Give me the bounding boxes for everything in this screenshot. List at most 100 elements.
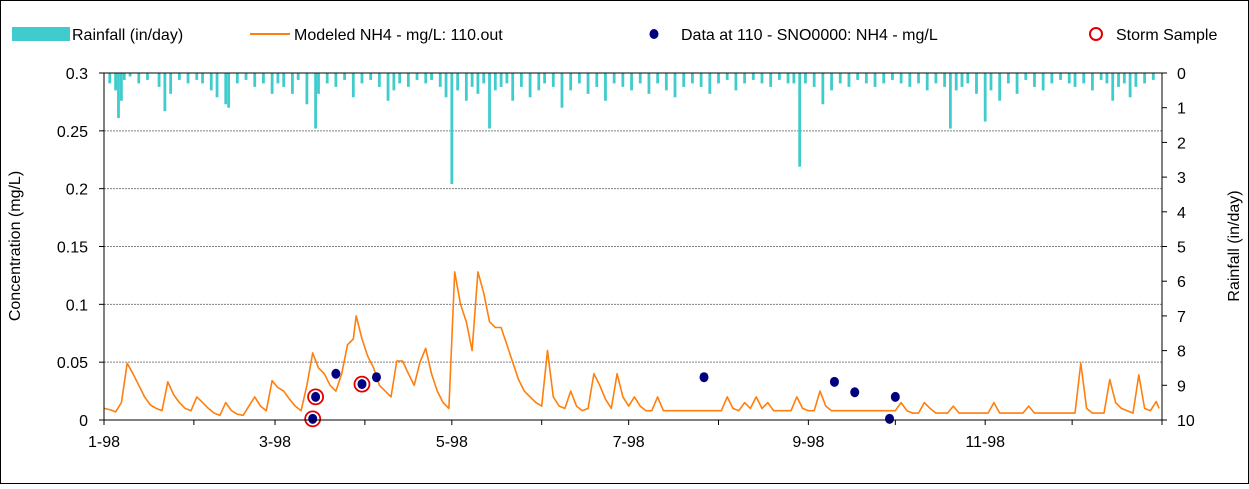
rain-bar [493, 73, 497, 91]
rain-bar [430, 73, 433, 80]
rain-bar [638, 73, 642, 84]
legend-model-label: Modeled NH4 - mg/L: 110.out [294, 27, 503, 44]
grid [104, 130, 1162, 363]
rain-bar [456, 73, 460, 91]
y2-tick-label: 1 [1177, 101, 1186, 118]
rain-bar [470, 73, 474, 87]
y-tick-label: 0.2 [66, 182, 88, 199]
rain-bar [186, 73, 190, 84]
rain-bar [1151, 73, 1155, 80]
legend-rain-label: Rainfall (in/day) [72, 27, 183, 44]
rain-bar [983, 73, 987, 122]
rain-bar [908, 73, 912, 87]
y2-tick-label: 6 [1177, 274, 1186, 291]
x-axis: 1-98 3-98 5-98 7-98 9-98 11-98 [88, 420, 1163, 451]
rain-bar [1091, 73, 1094, 91]
storm-points [304, 375, 371, 428]
rain-bar [276, 73, 280, 84]
data-point [829, 376, 839, 387]
rain-bar [282, 73, 286, 87]
rain-bar [734, 73, 738, 91]
y-axis-label: Concentration (mg/L) [7, 171, 24, 321]
rain-bar [1073, 73, 1077, 87]
rain-bar [975, 73, 978, 94]
storm-sample-marker [304, 410, 322, 428]
y2-tick-label: 9 [1177, 378, 1186, 395]
rain-bar [438, 73, 442, 87]
rain-bar [1041, 73, 1045, 91]
rain-bar [444, 73, 448, 98]
rain-bar [157, 73, 161, 87]
y-tick-label: 0.15 [57, 240, 88, 257]
data-point [850, 387, 860, 398]
y2-tick-label: 3 [1177, 170, 1186, 187]
rain-bar [604, 73, 607, 101]
rain-bar [873, 73, 877, 87]
rain-bar [505, 73, 509, 84]
rain-bar [966, 73, 970, 84]
rain-bar [998, 73, 1002, 101]
rain-bar [917, 73, 920, 84]
rain-bar [777, 73, 781, 80]
rain-bar [464, 73, 468, 101]
rain-bar [296, 73, 300, 80]
rain-bar [499, 73, 503, 87]
rain-bar [305, 73, 309, 105]
data-point [331, 368, 341, 379]
rain-bar [482, 73, 486, 84]
rain-bar [989, 73, 993, 91]
rain-bar [798, 73, 802, 167]
rain-bar [360, 73, 364, 84]
rain-bar [325, 73, 329, 84]
rain-bar [520, 73, 523, 87]
rain-bar [377, 73, 381, 87]
y-axis: 0 0.05 0.1 0.15 0.2 0.25 0.3 [57, 66, 104, 430]
y2-tick-label: 4 [1177, 205, 1186, 222]
rain-bar [586, 73, 590, 94]
rain-bar [569, 73, 573, 91]
data-point [885, 413, 895, 424]
y-tick-label: 0 [79, 413, 88, 430]
rain-bar [954, 73, 958, 91]
rain-bar [1128, 73, 1132, 98]
x-tick-label: 7-98 [613, 434, 645, 451]
rain-bar [137, 73, 141, 84]
rain-bar [830, 73, 833, 91]
rain-bar [682, 73, 686, 87]
rain-bar [864, 73, 868, 84]
rain-bar [227, 73, 231, 108]
rain-bar [1033, 73, 1036, 87]
rain-bar [369, 73, 373, 80]
rain-bar [235, 73, 239, 84]
rain-bar [656, 73, 660, 84]
rain-bar [450, 73, 454, 185]
rain-bar [224, 73, 228, 105]
rain-bar [543, 73, 546, 84]
rain-bar [630, 73, 633, 91]
rain-bar [1006, 73, 1010, 84]
rain-bar [943, 73, 947, 87]
data-points [308, 368, 900, 424]
model-line [103, 271, 1160, 417]
rain-bar [215, 73, 219, 98]
rain-bar [537, 73, 541, 91]
rain-bar [488, 73, 491, 129]
data-point [308, 413, 318, 424]
data-point [699, 372, 709, 383]
rain-bar [664, 73, 668, 91]
data-point [311, 391, 321, 402]
rain-bar [1082, 73, 1086, 84]
rain-bar [786, 73, 790, 84]
rain-bar [424, 73, 428, 84]
rain-bar [334, 73, 338, 87]
rain-bar [847, 73, 851, 87]
rain-bar [351, 73, 355, 98]
rain-bar [195, 73, 199, 80]
y-tick-label: 0.1 [66, 297, 88, 314]
rain-bar [209, 73, 213, 91]
rain-bar [1122, 73, 1126, 84]
rain-bar [612, 73, 616, 84]
rain-bar [804, 73, 807, 84]
rain-bar [291, 73, 294, 94]
